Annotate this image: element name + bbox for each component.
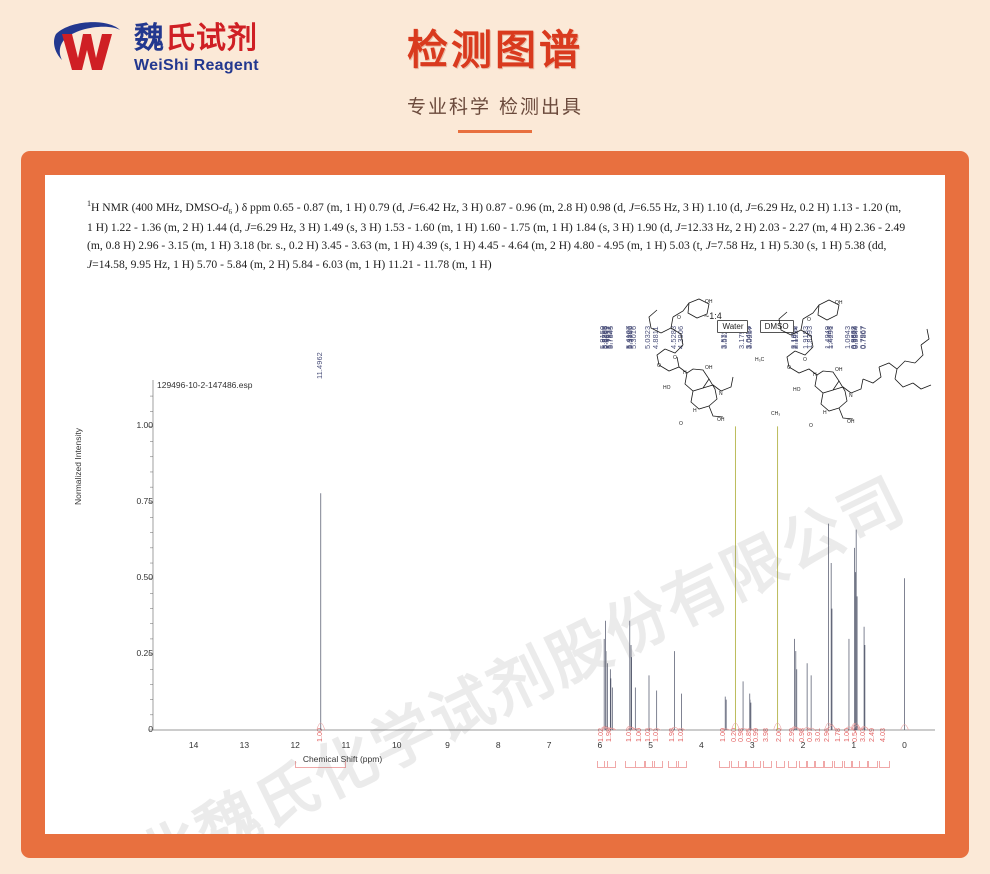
report-panel: 1H NMR (400 MHz, DMSO-d6 ) δ ppm 0.65 - … [45, 175, 945, 834]
integral-bracket [604, 761, 616, 768]
x-tick-label: 3 [749, 740, 755, 750]
y-tick-label: 0.50 [136, 572, 153, 583]
x-tick-label: 0 [902, 740, 907, 750]
integral-bracket [823, 761, 833, 768]
x-tick-label: 6 [597, 740, 603, 750]
svg-text:OH: OH [717, 417, 725, 423]
brand-logo: 魏氏试剂 WeiShi Reagent [52, 18, 259, 80]
svg-text:O: O [807, 317, 811, 323]
svg-text:HO: HO [793, 387, 801, 393]
integral-bracket [798, 761, 808, 768]
svg-text:H: H [683, 370, 687, 376]
integral-bracket [753, 761, 762, 768]
x-tick-label: 1 [851, 740, 857, 750]
page-subtitle: 专业科学 检测出具 [406, 96, 584, 118]
svg-text:N: N [849, 393, 853, 399]
integral-bracket [762, 761, 772, 768]
svg-text:O: O [677, 315, 681, 321]
x-tick-label: 9 [445, 740, 450, 750]
integral-bracket [596, 761, 608, 768]
page-title: 检测图谱 [407, 26, 583, 74]
integral-bracket [718, 761, 730, 768]
svg-text:H: H [813, 372, 817, 378]
integral-bracket [775, 761, 785, 768]
x-tick-label: 7 [546, 740, 552, 750]
brand-name-cn-first: 魏 [134, 21, 165, 56]
y-tick-label: 1.00 [136, 420, 153, 431]
w-swoosh-logo-icon [52, 18, 124, 80]
brand-name-cn: 魏氏试剂 [134, 24, 259, 54]
integral-bracket [868, 761, 878, 768]
solvent-callout-water: Water [717, 320, 749, 333]
integral-labels: 1.00 1.02 1.98 1.01 1.00 1.02 1.01 1.98 1.02 1.00… [45, 330, 945, 768]
x-tick-label: 14 [188, 740, 199, 750]
integral-bracket [788, 761, 798, 768]
svg-text:O: O [787, 365, 791, 371]
report-frame: 1H NMR (400 MHz, DMSO-d6 ) δ ppm 0.65 - … [21, 151, 969, 858]
integral-bracket [295, 761, 346, 768]
integral-bracket [643, 761, 655, 768]
spectrum-trace [148, 380, 935, 731]
x-tick-label: 13 [239, 740, 250, 750]
x-tick-label: 2 [800, 740, 806, 750]
x-tick-label: 8 [495, 740, 501, 750]
integral-bracket [833, 761, 844, 768]
x-tick-label: 4 [699, 740, 704, 750]
integral-bracket [859, 761, 869, 768]
x-tick-label: 12 [290, 740, 300, 750]
integral-bracket [843, 761, 852, 768]
svg-text:H₃C: H₃C [755, 357, 765, 363]
svg-text:O: O [803, 357, 807, 363]
y-tick-label: 0.75 [136, 496, 153, 507]
y-tick-label: 0 [148, 724, 153, 734]
nmr-assignment-text: 1H NMR (400 MHz, DMSO-d6 ) δ ppm 0.65 - … [87, 199, 906, 272]
y-tick-label: 0.25 [136, 648, 153, 659]
brand-name-en: WeiShi Reagent [134, 57, 259, 74]
x-tick-label: 10 [392, 740, 402, 750]
svg-text:H: H [693, 408, 697, 414]
svg-text:OH: OH [705, 365, 713, 371]
integral-bracket [651, 761, 663, 768]
x-axis-label: Chemical Shift (ppm) [302, 754, 383, 764]
svg-text:OH: OH [835, 300, 843, 306]
integral-bracket [814, 761, 824, 768]
svg-text:O: O [679, 421, 683, 427]
svg-text:OH: OH [705, 299, 713, 305]
svg-text:OH: OH [847, 419, 855, 425]
chemical-structure-diagram: O O O H OH HO H N OH O OH [643, 297, 933, 432]
integral-bracket [634, 761, 647, 768]
x-tick-label: 11 [341, 740, 351, 750]
svg-text:OH: OH [835, 367, 843, 373]
brand-name-cn-rest: 氏试剂 [165, 21, 258, 56]
nmr-spectrum-chart: 129496-10-2-147486.esp Normalized Intens… [45, 320, 945, 800]
page-header: 魏氏试剂 WeiShi Reagent 检测图谱 专业科学 检测出具 [0, 0, 990, 140]
chart-file-label: 129496-10-2-147486.esp [157, 380, 253, 390]
structure-ratio-label: ~1:4 [704, 311, 722, 321]
svg-text:H: H [823, 410, 827, 416]
svg-text:O: O [809, 423, 813, 429]
svg-text:O: O [657, 363, 661, 369]
integral-bracket [878, 761, 890, 768]
integral-bracket [667, 761, 680, 768]
svg-text:CH₃: CH₃ [771, 411, 780, 417]
title-divider [458, 130, 532, 133]
svg-text:O: O [673, 355, 677, 361]
integral-bracket [676, 761, 688, 768]
integral-bracket [737, 761, 747, 768]
svg-text:N: N [719, 391, 723, 397]
integral-bracket [745, 761, 754, 768]
title-block: 检测图谱 专业科学 检测出具 [0, 16, 990, 133]
solvent-callout-dmso: DMSO [759, 320, 794, 333]
x-axis-ticks: 14 13 12 11 10 9 8 7 6 5 4 3 2 1 0 [45, 330, 945, 750]
svg-text:HO: HO [663, 385, 671, 391]
integral-bracket [806, 761, 815, 768]
y-axis-ticks: 0 0.25 0.50 0.75 1.00 [105, 330, 153, 734]
x-tick-label: 5 [648, 740, 653, 750]
